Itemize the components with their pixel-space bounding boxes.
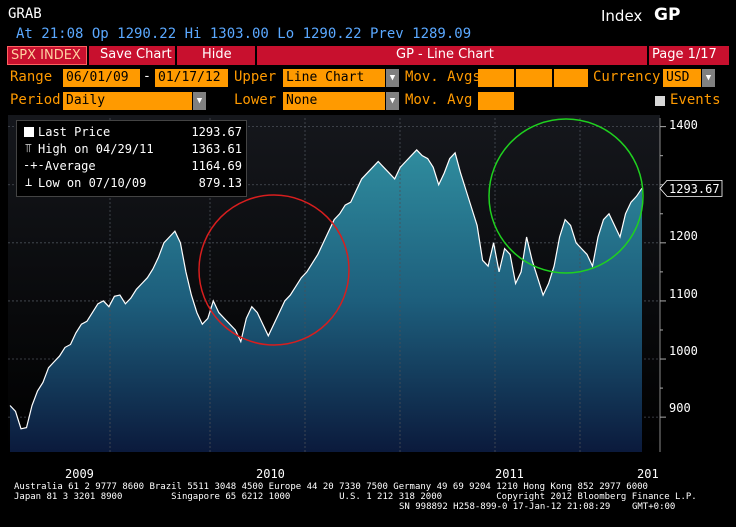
x-tick-label: 201 <box>637 467 659 481</box>
price-area <box>10 149 642 452</box>
legend-low-label: Low on 07/10/09 <box>38 176 147 190</box>
range-label: Range <box>10 69 53 85</box>
page-indicator[interactable]: Page 1/17 <box>649 46 729 65</box>
legend-average-value: 1164.69 <box>191 159 242 173</box>
legend-high-label: High on 04/29/11 <box>38 142 154 156</box>
y-tick-label: 1000 <box>669 344 698 358</box>
quote-line: At 21:08 Op 1290.22 Hi 1303.00 Lo 1290.2… <box>16 26 472 42</box>
legend-low: ⊥ Low on 07/10/09 879.13 <box>17 175 246 192</box>
legend-box: Last Price 1293.67 ⫪ High on 04/29/11 13… <box>16 120 247 197</box>
legend-average: -+- Average 1164.69 <box>17 158 246 175</box>
upper-label: Upper <box>234 69 277 85</box>
last-price-tag-label: 1293.67 <box>669 182 720 196</box>
security-type: Index <box>601 7 643 25</box>
price-line <box>9 149 643 430</box>
legend-high-value: 1363.61 <box>191 142 242 156</box>
mov-avgs-label: Mov. Avgs <box>405 69 481 85</box>
legend-low-value: 879.13 <box>198 176 242 190</box>
period-dropdown-icon[interactable]: ▼ <box>193 92 206 110</box>
page-label: Page 1/17 <box>652 47 717 62</box>
y-tick-label: 900 <box>669 401 691 415</box>
ticker-tab[interactable]: SPX INDEX <box>7 46 87 65</box>
square-icon <box>24 127 34 137</box>
ticker-label: SPX INDEX <box>11 48 81 63</box>
save-chart-label: Save Chart <box>100 47 172 62</box>
footer-contacts-1: Australia 61 2 9777 8600 Brazil 5511 304… <box>14 482 648 492</box>
range-separator: - <box>143 69 151 84</box>
lower-label: Lower <box>234 92 277 108</box>
currency-dropdown-icon[interactable]: ▼ <box>702 69 715 87</box>
legend-average-label: Average <box>45 159 96 173</box>
command-line[interactable]: GRAB <box>8 6 42 22</box>
function-code: GP <box>654 5 681 25</box>
high-marker-icon: ⫪ <box>25 141 32 155</box>
y-tick-label: 1400 <box>669 118 698 132</box>
legend-high: ⫪ High on 04/29/11 1363.61 <box>17 141 246 158</box>
y-tick-label: 1100 <box>669 287 698 301</box>
legend-last-price-value: 1293.67 <box>191 125 242 139</box>
events-checkbox[interactable] <box>655 96 665 106</box>
period-select[interactable]: Daily <box>63 92 192 110</box>
footer-contacts-2: Japan 81 3 3201 8900 Singapore 65 6212 1… <box>14 492 697 502</box>
last-price-tag: 1293.67 <box>659 180 723 197</box>
legend-last-price: Last Price 1293.67 <box>17 124 246 141</box>
chart-title-bar: GP - Line Chart <box>257 46 647 65</box>
y-tick-label: 1200 <box>669 229 698 243</box>
mov-avg-field-1[interactable] <box>478 69 514 87</box>
hide-label: Hide <box>202 47 232 62</box>
mov-avg-lower-field[interactable] <box>478 92 514 110</box>
average-marker-icon: -+- <box>23 158 45 172</box>
y-axis-ticks <box>660 126 666 418</box>
lower-select[interactable]: None <box>283 92 385 110</box>
upper-dropdown-icon[interactable]: ▼ <box>386 69 399 87</box>
range-end-field[interactable]: 01/17/12 <box>155 69 228 87</box>
events-label: Events <box>670 92 721 108</box>
mov-avg-field-2[interactable] <box>516 69 552 87</box>
upper-select[interactable]: Line Chart <box>283 69 385 87</box>
last-price-tag-shape <box>659 180 723 197</box>
lower-dropdown-icon[interactable]: ▼ <box>386 92 399 110</box>
green-annotation-circle <box>488 118 644 274</box>
hide-button[interactable]: Hide <box>177 46 255 65</box>
currency-label: Currency <box>593 69 661 85</box>
chart-title: GP - Line Chart <box>396 47 494 62</box>
x-tick-label: 2011 <box>495 467 524 481</box>
footer-session: SN 998892 H258-899-0 17-Jan-12 21:08:29 … <box>399 502 676 512</box>
annotation-circles <box>198 118 644 346</box>
red-annotation-circle <box>198 194 350 346</box>
period-label: Period <box>10 92 61 108</box>
mov-avg-label: Mov. Avg <box>405 92 473 108</box>
mov-avg-field-3[interactable] <box>554 69 588 87</box>
save-chart-button[interactable]: Save Chart <box>89 46 175 65</box>
currency-select[interactable]: USD <box>663 69 701 87</box>
x-tick-label: 2010 <box>256 467 285 481</box>
range-start-field[interactable]: 06/01/09 <box>63 69 140 87</box>
legend-last-price-label: Last Price <box>38 125 111 139</box>
x-tick-label: 2009 <box>65 467 94 481</box>
low-marker-icon: ⊥ <box>25 175 33 189</box>
